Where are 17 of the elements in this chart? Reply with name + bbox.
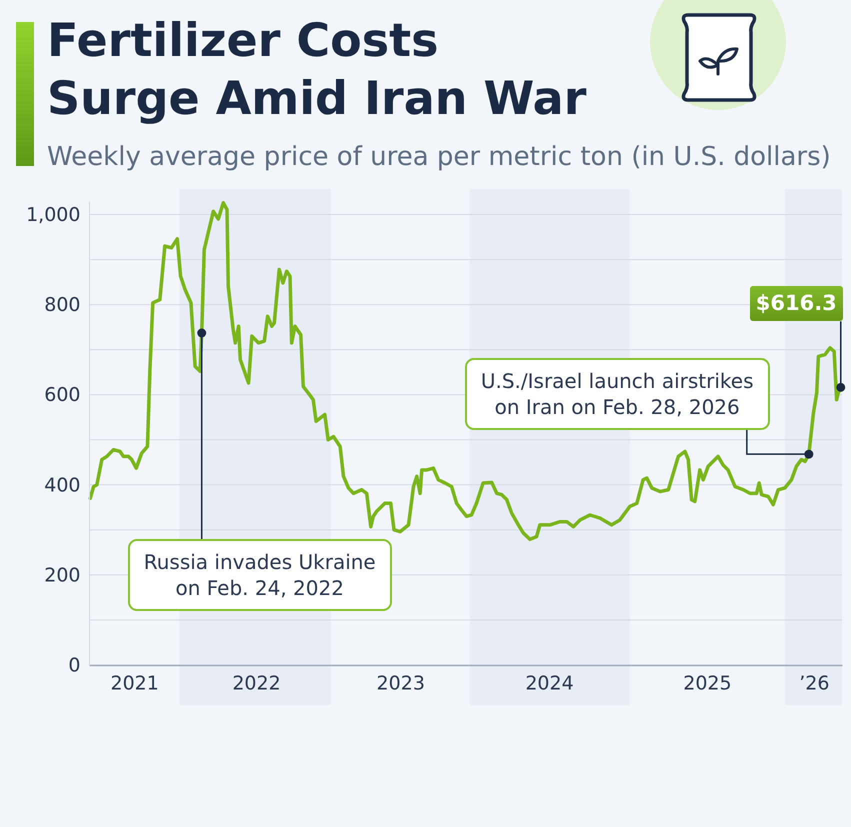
y-tick-label: 1,000 (26, 204, 80, 226)
x-tick-label: 2025 (683, 672, 732, 694)
x-tick-label: 2021 (110, 672, 159, 694)
y-tick-label: 400 (44, 474, 80, 496)
chart-title: Fertilizer Costs Surge Amid Iran War (47, 12, 586, 127)
y-tick-label: 600 (44, 384, 80, 406)
annotation: Russia invades Ukraine on Feb. 24, 2022 (128, 538, 392, 611)
x-tick-label: ’26 (799, 672, 830, 694)
x-tick-label: 2023 (376, 672, 425, 694)
annotation: U.S./Israel launch airstrikes on Iran on Feb. 28, 2026 (464, 358, 770, 430)
y-tick-label: 800 (44, 294, 80, 316)
x-tick-label: 2024 (525, 672, 574, 694)
y-tick-label: 200 (44, 564, 80, 586)
data-label: $616.3 (750, 286, 843, 322)
y-tick-label: 0 (68, 654, 80, 676)
chart-subtitle: Weekly average price of urea per metric ton (in U.S. dollars) (47, 142, 831, 172)
x-tick-label: 2022 (232, 672, 281, 694)
